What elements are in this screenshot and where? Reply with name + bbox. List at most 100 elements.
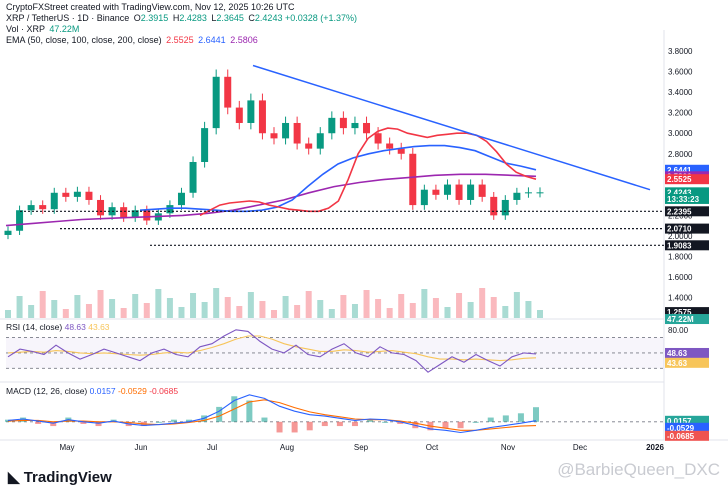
price-tick: 3.2000 <box>668 109 693 118</box>
candle-body <box>316 133 324 149</box>
candle-body <box>212 76 220 129</box>
candle-body <box>339 117 347 129</box>
price-tick: 3.0000 <box>668 129 693 138</box>
volume-bars <box>5 288 543 318</box>
macd-hist-bar <box>472 421 479 423</box>
candle-body <box>73 191 81 197</box>
volume-bar <box>201 302 208 318</box>
volume-bar <box>432 298 439 318</box>
volume-line: Vol · XRP 47.22M <box>6 24 79 35</box>
time-tick: Dec <box>573 443 587 452</box>
ema200-line <box>5 173 537 227</box>
candle-body <box>501 199 509 216</box>
price-tag: 1.2575 <box>667 308 692 317</box>
ema50-line <box>199 127 537 217</box>
macd-hist-bar <box>533 407 539 422</box>
volume-bar <box>190 293 197 318</box>
candle-body <box>420 189 428 206</box>
price-tag-bg <box>665 187 709 198</box>
candle-body <box>85 191 93 200</box>
rsi-title: RSI (14, close) <box>6 322 63 332</box>
candle-body <box>143 210 151 221</box>
volume-bar <box>178 307 185 318</box>
price-tick: 3.4000 <box>668 88 693 97</box>
volume-bar <box>317 300 324 318</box>
ema50-value: 2.5525 <box>166 35 194 45</box>
o-label: O <box>133 13 141 23</box>
macd-hist-bar <box>382 421 389 423</box>
volume-bar <box>74 295 81 318</box>
volume-bar <box>109 299 116 318</box>
candle-body <box>524 192 532 194</box>
volume-bar <box>213 288 220 318</box>
logo-icon: ◣ <box>8 469 24 486</box>
macd-tag-bg <box>665 430 709 441</box>
right-tags: 2.64412.58062.55252.424313:33:232.23952.… <box>665 164 709 325</box>
volume-bar <box>166 298 173 318</box>
candle-body <box>189 161 197 193</box>
macd-hist-bar <box>35 421 42 424</box>
macd-tag-bg <box>665 422 709 433</box>
candle-body <box>397 148 405 154</box>
candle-body <box>432 189 440 195</box>
macd-hist-bar <box>186 419 193 422</box>
watermark: @BarbieQueen_DXC <box>557 460 720 479</box>
price-tag: 2.5525 <box>667 175 692 184</box>
signal-line <box>7 399 537 431</box>
price-tick: 1.8000 <box>668 252 693 261</box>
time-tick: Nov <box>501 443 515 452</box>
macd-hist-bar <box>246 400 253 422</box>
ema100-line <box>139 144 537 213</box>
close-value: 2.4243 <box>254 13 283 23</box>
candle-body <box>443 184 451 195</box>
vol-label: Vol · XRP <box>6 24 45 34</box>
time-tick: May <box>59 443 74 452</box>
price-tag-bg <box>665 164 709 175</box>
volume-bar <box>16 296 23 318</box>
price-tag: 2.0710 <box>667 225 692 234</box>
price-tag: 2.4243 <box>667 188 692 197</box>
ema200-value: 2.5806 <box>230 35 258 45</box>
volume-bar <box>479 288 486 318</box>
candle-body <box>177 192 185 206</box>
volume-bar <box>247 292 254 318</box>
price-tag-bg <box>665 206 709 217</box>
c-label: C <box>248 13 255 23</box>
price-tick: 2.0000 <box>668 232 693 241</box>
volume-bar <box>398 294 405 318</box>
macd-hist-bar <box>306 421 313 431</box>
candle-body <box>374 133 382 144</box>
volume-bar <box>155 289 162 318</box>
volume-bar <box>409 303 416 318</box>
rsi-tag-bg <box>665 347 709 358</box>
candle-body <box>27 205 35 211</box>
macd-tag: -0.0529 <box>667 424 695 433</box>
volume-bar <box>5 310 11 318</box>
change-value: +0.0328 (+1.37%) <box>284 13 358 23</box>
volume-bar <box>143 303 150 318</box>
volume-bar <box>132 294 139 318</box>
price-tag-bg <box>665 314 709 325</box>
candles <box>4 69 544 240</box>
volume-bar <box>467 302 474 318</box>
l-label: L <box>211 13 217 23</box>
price-tick: 2.8000 <box>668 150 693 159</box>
grid <box>0 30 728 441</box>
symbol: XRP / TetherUS · 1D · Binance <box>6 13 130 23</box>
trendline <box>252 64 651 191</box>
price-tag: 2.2395 <box>667 207 692 216</box>
volume-bar <box>39 291 46 318</box>
candle-body <box>258 100 266 134</box>
price-tick: 1.4000 <box>668 293 693 302</box>
time-axis: May Jun Jul Aug Sep Oct Nov Dec 2026 <box>59 443 664 452</box>
macd-hist-bar <box>487 417 494 422</box>
volume-bar <box>490 297 497 318</box>
macd-hist-bar <box>351 421 358 427</box>
price-tag: 1.9083 <box>667 241 692 250</box>
candle-body <box>386 143 394 149</box>
candle-body <box>270 133 278 139</box>
volume-bar <box>340 295 347 318</box>
volume-bar <box>85 304 92 318</box>
rsi-value: 48.63 <box>64 322 86 332</box>
volume-bar <box>351 304 358 318</box>
